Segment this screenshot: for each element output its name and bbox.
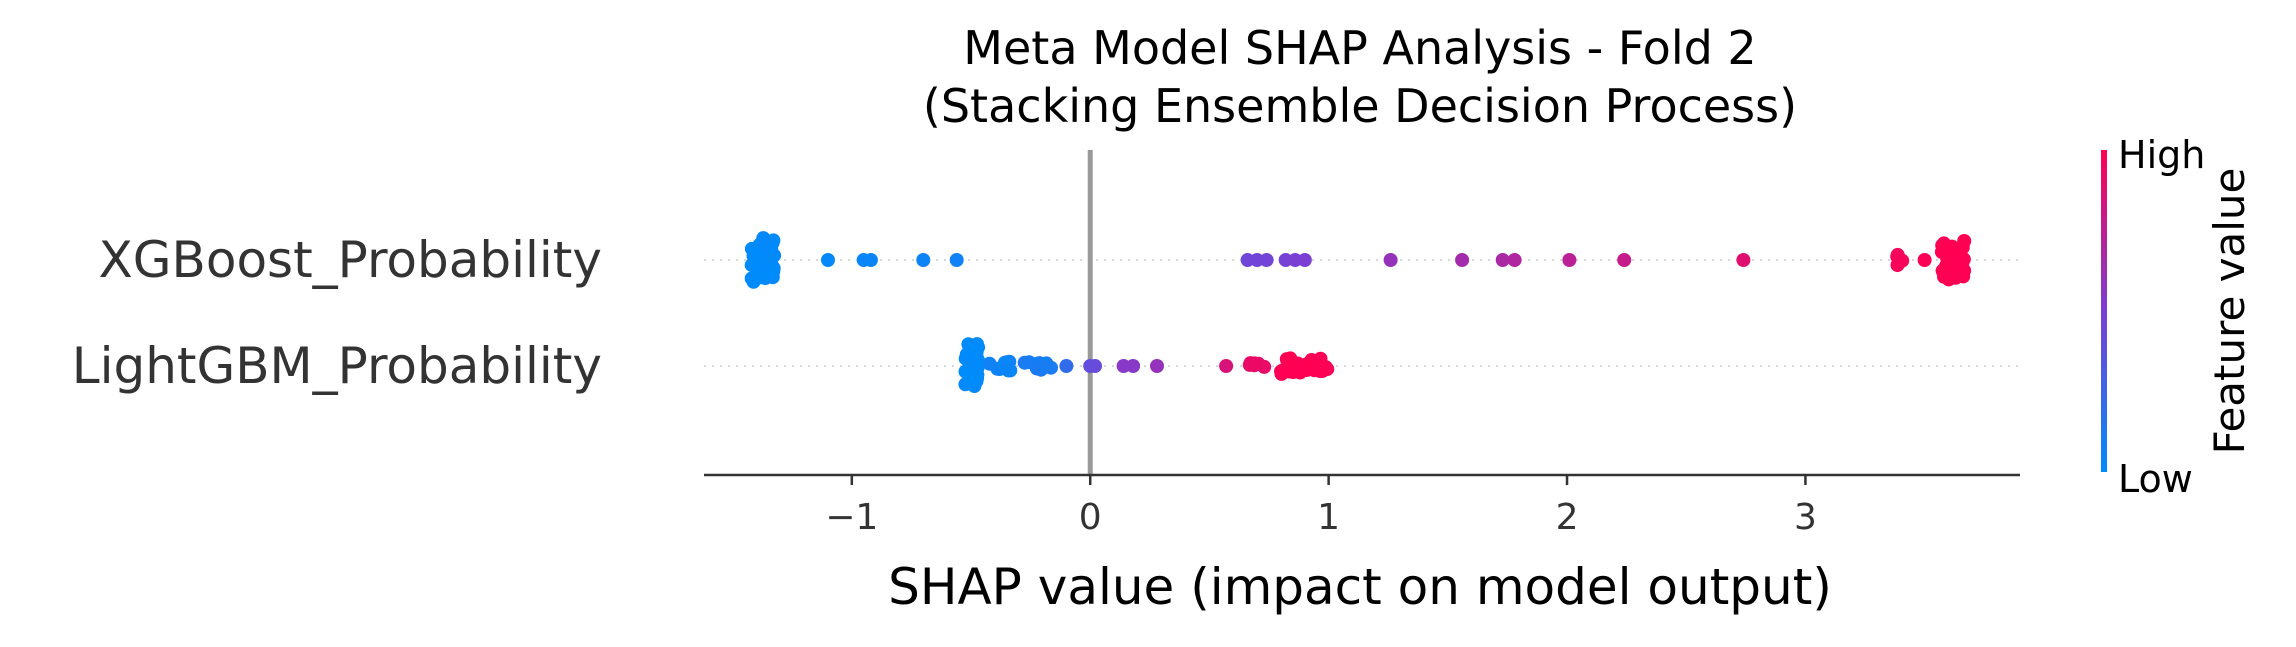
shap-point <box>1957 234 1972 248</box>
shap-point <box>1895 253 1910 268</box>
colorbar-title: Feature value <box>2205 168 2254 455</box>
shap-point <box>1383 253 1398 267</box>
shap-point <box>744 258 759 273</box>
colorbar-high-label: High <box>2118 133 2205 177</box>
x-tick-label: 3 <box>1794 497 1817 538</box>
x-tick-label: 1 <box>1317 497 1340 538</box>
shap-point <box>1736 253 1751 267</box>
shap-point <box>1088 359 1102 373</box>
feature-rows: XGBoost_Probability LightGBM_Probability <box>72 231 2020 395</box>
shap-point <box>863 253 878 267</box>
shap-point <box>1001 363 1016 378</box>
shap-point <box>1219 359 1234 373</box>
shap-point <box>1247 356 1262 371</box>
shap-points <box>744 231 1972 393</box>
shap-point <box>1455 253 1470 267</box>
colorbar <box>2101 150 2107 472</box>
feature-label: LightGBM_Probability <box>72 337 602 395</box>
shap-point <box>766 264 781 279</box>
shap-point <box>1126 359 1141 373</box>
x-axis-label: SHAP value (impact on model output) <box>888 558 1832 616</box>
shap-point <box>982 356 997 371</box>
shap-point <box>744 241 759 256</box>
shap-point <box>1259 253 1274 267</box>
x-tick-label: −1 <box>825 497 878 538</box>
shap-point <box>753 270 768 285</box>
shap-point <box>1288 253 1303 267</box>
chart-title: Meta Model SHAP Analysis - Fold 2 <box>963 21 1756 75</box>
shap-point <box>916 253 931 267</box>
shap-point <box>1150 359 1164 373</box>
shap-point <box>1318 360 1333 375</box>
x-tick-label: 2 <box>1556 497 1579 538</box>
x-axis-ticks: −1 0 1 2 3 <box>825 475 1817 538</box>
shap-point <box>1948 270 1963 285</box>
shap-point <box>1037 360 1052 375</box>
shap-point <box>762 252 777 267</box>
shap-point <box>1059 359 1074 373</box>
shap-point <box>821 253 835 267</box>
shap-point <box>965 372 980 387</box>
shap-point <box>1562 253 1577 267</box>
colorbar-low-label: Low <box>2118 457 2193 501</box>
shap-point <box>1302 360 1317 375</box>
shap-point <box>756 231 771 246</box>
shap-point <box>1917 253 1932 267</box>
shap-point <box>1507 253 1522 267</box>
shap-point <box>960 346 975 361</box>
shap-point <box>949 253 964 267</box>
shap-point <box>1017 355 1032 370</box>
shap-point <box>1495 253 1510 267</box>
shap-point <box>1286 360 1301 375</box>
shap-point <box>1297 253 1312 267</box>
chart-subtitle: (Stacking Ensemble Decision Process) <box>923 79 1797 133</box>
shap-point <box>1944 260 1959 274</box>
x-tick-label: 0 <box>1079 497 1102 538</box>
feature-label: XGBoost_Probability <box>99 231 602 289</box>
shap-point <box>1952 247 1967 262</box>
shap-point <box>1617 253 1632 267</box>
